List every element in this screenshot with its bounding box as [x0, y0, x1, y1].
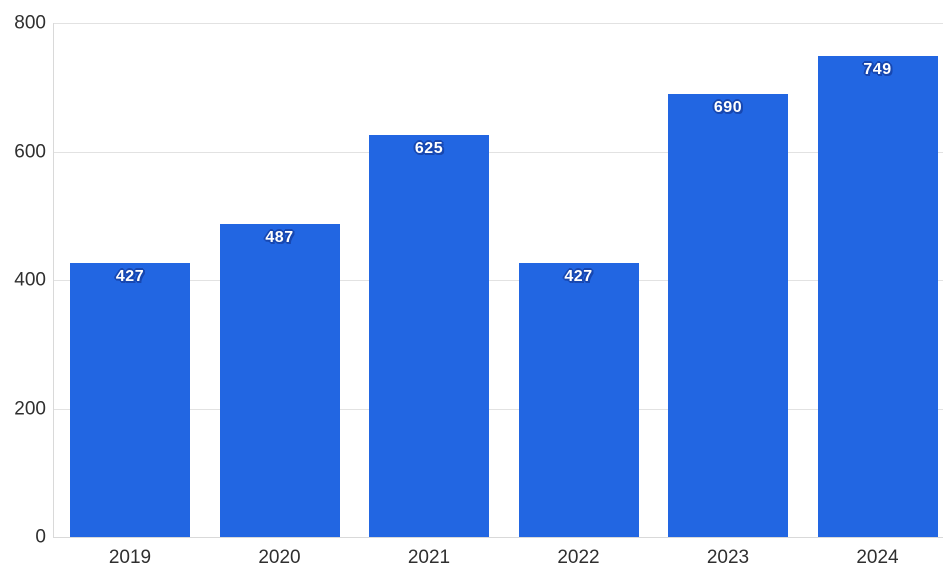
bar-2023[interactable]: 690: [668, 93, 788, 537]
bar-value-label: 427: [115, 267, 145, 285]
gridline-y-600: [53, 151, 943, 153]
gridline-y-800: [53, 23, 943, 24]
gridline-y-200: [53, 408, 943, 410]
y-tick-label-0: 0: [35, 526, 46, 548]
x-tick-label-2021: 2021: [407, 547, 451, 568]
bar-value-label: 690: [713, 98, 743, 116]
bar-value-label: 749: [863, 60, 892, 78]
y-axis-line: [53, 23, 54, 537]
bar-2021[interactable]: 625: [369, 135, 489, 537]
gridline-y-0: [53, 537, 943, 538]
bar-value-label: 427: [564, 267, 593, 285]
x-tick-label-2023: 2023: [706, 547, 750, 568]
bar-value-label: 487: [265, 229, 294, 247]
x-tick-label-2024: 2024: [856, 547, 899, 568]
bar-value-label: 625: [414, 140, 444, 158]
gridline-y-400: [53, 280, 943, 281]
y-tick-label-400: 400: [14, 269, 46, 291]
x-tick-label-2019: 2019: [108, 547, 152, 568]
y-tick-label-800: 800: [14, 12, 46, 34]
y-tick-label-600: 600: [14, 141, 46, 162]
x-tick-label-2020: 2020: [258, 547, 301, 568]
bar-2019[interactable]: 427: [70, 262, 190, 537]
bar-2022[interactable]: 427: [518, 262, 639, 537]
bar-2020[interactable]: 487: [219, 224, 340, 537]
bar-2024[interactable]: 749: [817, 55, 938, 537]
x-tick-label-2022: 2022: [557, 547, 600, 568]
y-tick-label-200: 200: [14, 398, 46, 419]
